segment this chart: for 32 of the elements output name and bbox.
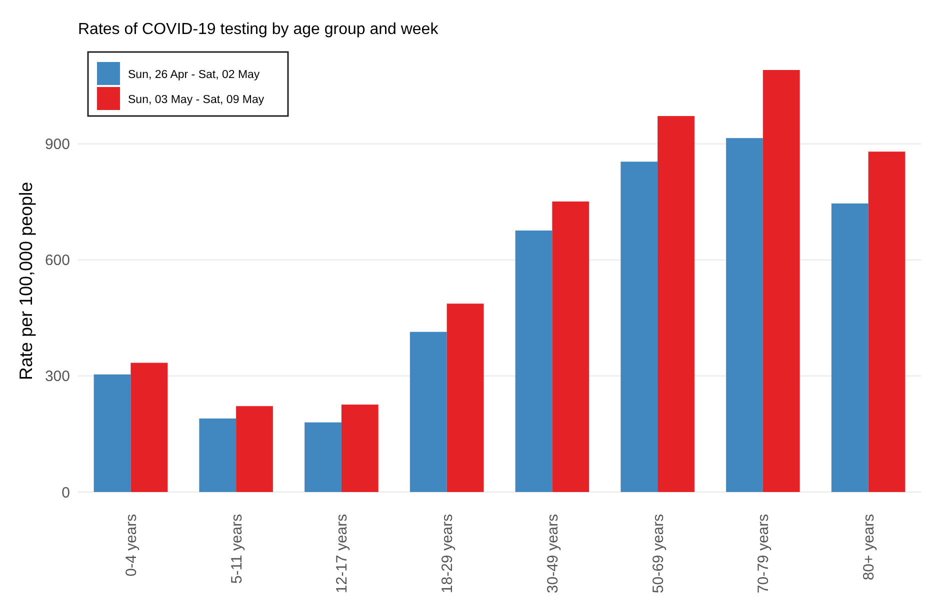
bar	[236, 406, 273, 492]
x-tick-label: 5-11 years	[228, 514, 246, 584]
x-tick-label: 18-29 years	[439, 514, 456, 594]
y-tick-label: 900	[44, 136, 70, 154]
bar	[552, 202, 590, 492]
x-tick-label: 50-69 years	[650, 514, 667, 594]
y-axis-title: Rate per 100,000 people	[16, 182, 36, 380]
bar	[446, 304, 484, 492]
x-tick-label: 12-17 years	[334, 514, 351, 594]
bar	[94, 374, 131, 492]
legend-label: Sun, 03 May - Sat, 09 May	[128, 94, 264, 106]
x-tick-label: 30-49 years	[544, 514, 562, 594]
x-tick-label: 70-79 years	[755, 514, 772, 594]
y-tick-label: 600	[44, 252, 70, 270]
y-tick-label: 300	[44, 368, 70, 386]
chart-title: Rates of COVID-19 testing by age group and week	[78, 21, 440, 38]
x-tick-label: 0-4 years	[122, 514, 140, 577]
bar	[726, 138, 763, 492]
bar	[304, 422, 342, 492]
bar	[515, 230, 552, 492]
bar	[762, 70, 800, 492]
x-tick-label: 80+ years	[860, 514, 878, 580]
bar	[341, 404, 378, 492]
bar	[831, 203, 868, 492]
bar	[868, 152, 906, 492]
bar	[410, 332, 447, 492]
bar	[130, 362, 168, 492]
legend-label: Sun, 26 Apr - Sat, 02 May	[128, 69, 260, 82]
bar	[658, 116, 694, 492]
bar	[199, 418, 236, 492]
bar	[620, 162, 658, 492]
y-tick-label: 0	[62, 484, 70, 502]
